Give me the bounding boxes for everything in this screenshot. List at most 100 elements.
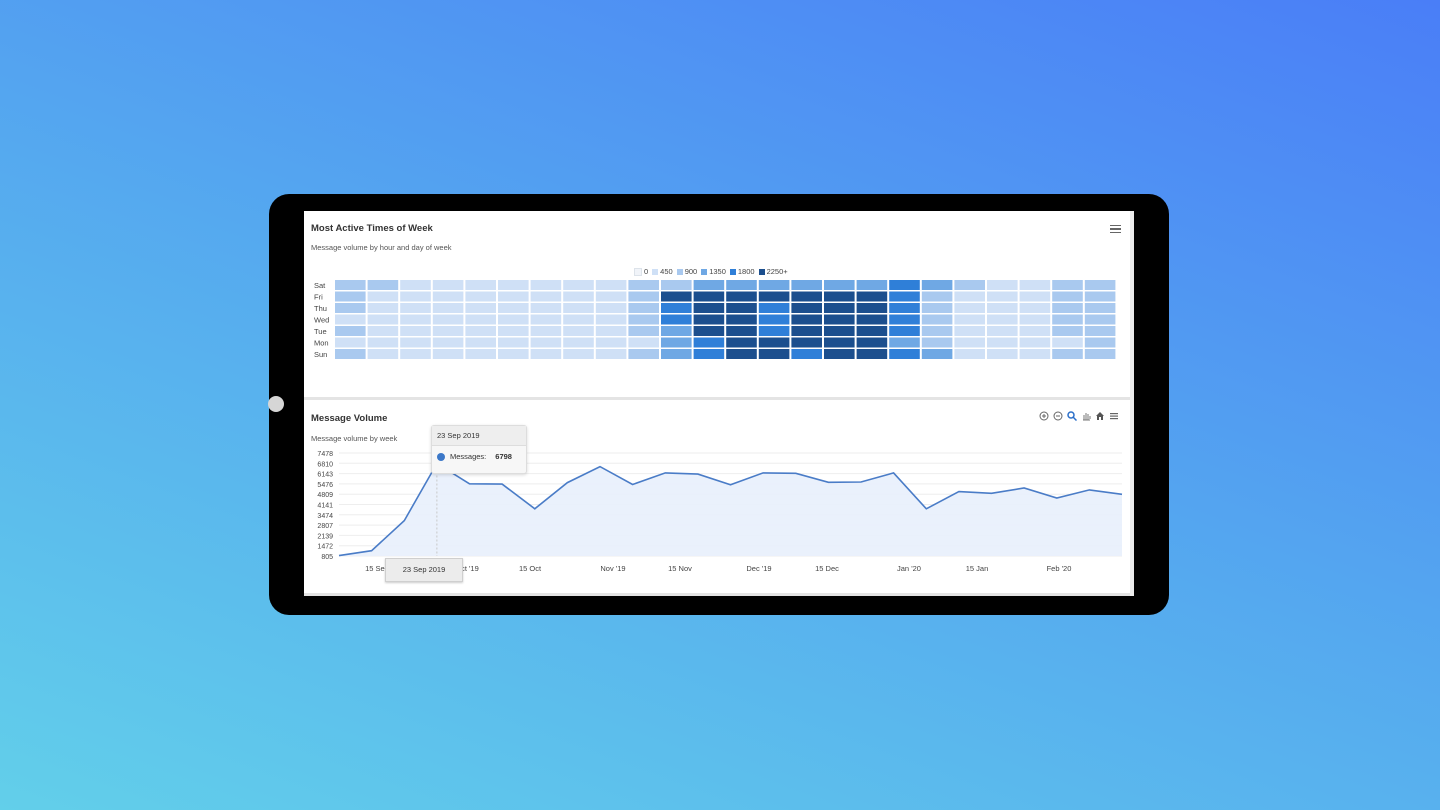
heatmap-cell[interactable]	[1084, 337, 1116, 348]
heatmap-cell[interactable]	[595, 326, 627, 336]
heatmap-cell[interactable]	[498, 303, 529, 313]
heatmap-cell[interactable]	[726, 280, 757, 290]
heatmap-cell[interactable]	[1052, 280, 1083, 290]
heatmap-cell[interactable]	[367, 303, 399, 313]
heatmap-cell[interactable]	[465, 337, 496, 348]
heatmap-cell[interactable]	[432, 291, 464, 302]
heatmap-cell[interactable]	[824, 291, 855, 302]
heatmap-cell[interactable]	[791, 349, 822, 359]
heatmap-cell[interactable]	[432, 314, 464, 325]
heatmap-cell[interactable]	[726, 291, 757, 302]
heatmap-cell[interactable]	[693, 349, 725, 359]
heatmap-cell[interactable]	[889, 326, 920, 336]
heatmap-cell[interactable]	[595, 314, 627, 325]
data-point[interactable]	[827, 481, 829, 483]
heatmap-cell[interactable]	[563, 291, 594, 302]
heatmap-cell[interactable]	[400, 326, 431, 336]
heatmap-cell[interactable]	[498, 337, 529, 348]
data-point[interactable]	[1088, 489, 1090, 491]
data-point[interactable]	[762, 472, 764, 474]
heatmap-cell[interactable]	[693, 326, 725, 336]
hamburger-menu-icon[interactable]	[1110, 225, 1121, 235]
data-point[interactable]	[501, 483, 503, 485]
heatmap-cell[interactable]	[335, 291, 366, 302]
heatmap-cell[interactable]	[563, 326, 594, 336]
heatmap-cell[interactable]	[889, 314, 920, 325]
legend-item[interactable]: 0	[634, 267, 648, 276]
heatmap-cell[interactable]	[661, 349, 692, 359]
heatmap-cell[interactable]	[921, 326, 953, 336]
heatmap-cell[interactable]	[530, 349, 562, 359]
heatmap-cell[interactable]	[628, 280, 659, 290]
heatmap-cell[interactable]	[1084, 280, 1116, 290]
heatmap-cell[interactable]	[954, 291, 985, 302]
heatmap-cell[interactable]	[987, 349, 1018, 359]
heatmap-cell[interactable]	[856, 337, 888, 348]
heatmap-cell[interactable]	[921, 349, 953, 359]
heatmap-cell[interactable]	[693, 303, 725, 313]
legend-item[interactable]: 2250+	[758, 267, 788, 276]
heatmap-cell[interactable]	[530, 314, 562, 325]
heatmap-cell[interactable]	[758, 326, 790, 336]
heatmap-cell[interactable]	[726, 326, 757, 336]
heatmap-cell[interactable]	[1019, 280, 1051, 290]
heatmap-cell[interactable]	[563, 337, 594, 348]
heatmap-cell[interactable]	[954, 280, 985, 290]
heatmap-cell[interactable]	[432, 326, 464, 336]
heatmap-cell[interactable]	[628, 349, 659, 359]
heatmap-cell[interactable]	[1019, 326, 1051, 336]
heatmap-cell[interactable]	[889, 280, 920, 290]
heatmap-cell[interactable]	[1019, 337, 1051, 348]
heatmap-cell[interactable]	[1019, 349, 1051, 359]
heatmap-cell[interactable]	[335, 303, 366, 313]
data-point[interactable]	[599, 465, 601, 467]
heatmap-cell[interactable]	[987, 326, 1018, 336]
data-point[interactable]	[338, 554, 340, 556]
data-point[interactable]	[729, 484, 731, 486]
heatmap-cell[interactable]	[791, 326, 822, 336]
heatmap-cell[interactable]	[628, 303, 659, 313]
heatmap-cell[interactable]	[758, 337, 790, 348]
heatmap-cell[interactable]	[758, 349, 790, 359]
data-point[interactable]	[795, 472, 797, 474]
data-point[interactable]	[697, 473, 699, 475]
heatmap-cell[interactable]	[335, 314, 366, 325]
zoom-in-icon[interactable]	[1039, 411, 1049, 421]
hamburger-menu-icon[interactable]	[1109, 411, 1119, 421]
heatmap-cell[interactable]	[400, 291, 431, 302]
heatmap-cell[interactable]	[954, 337, 985, 348]
heatmap-cell[interactable]	[465, 349, 496, 359]
heatmap-cell[interactable]	[661, 280, 692, 290]
zoom-out-icon[interactable]	[1053, 411, 1063, 421]
heatmap-cell[interactable]	[987, 303, 1018, 313]
heatmap-cell[interactable]	[498, 291, 529, 302]
heatmap-cell[interactable]	[661, 326, 692, 336]
heatmap-cell[interactable]	[791, 303, 822, 313]
heatmap-cell[interactable]	[465, 326, 496, 336]
heatmap-cell[interactable]	[400, 303, 431, 313]
heatmap-cell[interactable]	[987, 291, 1018, 302]
heatmap-cell[interactable]	[661, 291, 692, 302]
heatmap-cell[interactable]	[628, 291, 659, 302]
heatmap-cell[interactable]	[367, 349, 399, 359]
heatmap-cell[interactable]	[432, 280, 464, 290]
heatmap-cell[interactable]	[726, 314, 757, 325]
heatmap-cell[interactable]	[954, 303, 985, 313]
scrollbar-track[interactable]	[1130, 211, 1134, 596]
heatmap-cell[interactable]	[987, 314, 1018, 325]
heatmap-cell[interactable]	[726, 337, 757, 348]
data-point[interactable]	[892, 472, 894, 474]
heatmap-cell[interactable]	[758, 314, 790, 325]
heatmap-cell[interactable]	[628, 337, 659, 348]
heatmap-cell[interactable]	[367, 314, 399, 325]
heatmap-cell[interactable]	[1084, 349, 1116, 359]
heatmap-cell[interactable]	[889, 349, 920, 359]
heatmap-cell[interactable]	[856, 291, 888, 302]
heatmap-cell[interactable]	[791, 291, 822, 302]
heatmap-cell[interactable]	[921, 337, 953, 348]
heatmap-cell[interactable]	[1084, 303, 1116, 313]
heatmap-cell[interactable]	[661, 337, 692, 348]
data-point[interactable]	[631, 483, 633, 485]
heatmap-cell[interactable]	[628, 326, 659, 336]
heatmap-cell[interactable]	[824, 337, 855, 348]
